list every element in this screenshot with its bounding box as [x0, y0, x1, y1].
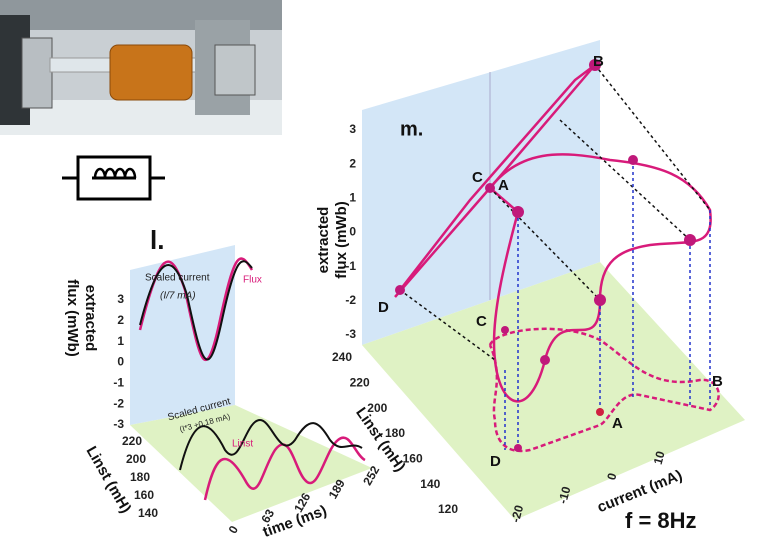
- tick-label: 63: [258, 507, 277, 526]
- tick-label: 10: [651, 449, 668, 466]
- point-label: C: [476, 313, 487, 330]
- annotation: (I/7 mA): [160, 291, 196, 302]
- tick-label: 0: [117, 355, 124, 369]
- tick-label: 180: [130, 470, 150, 484]
- tick-label: 1: [117, 334, 124, 348]
- point-label: B: [712, 373, 723, 390]
- tick-label: 200: [367, 401, 387, 415]
- annotation: Flux: [243, 275, 262, 286]
- flux-curve: [138, 257, 254, 361]
- tick-label: 140: [138, 506, 158, 520]
- tick-label: -1: [113, 376, 124, 390]
- annotation: Linst: [232, 439, 253, 450]
- tick-label: 160: [134, 488, 154, 502]
- point-label: B: [593, 53, 604, 70]
- tick-label: -2: [113, 396, 124, 410]
- point-label: A: [612, 415, 623, 432]
- tick-label: 3: [117, 292, 124, 306]
- flux-loop: [394, 64, 596, 298]
- panel-label: m.: [400, 118, 423, 140]
- tick-label: 180: [385, 426, 405, 440]
- tick-label: 2: [117, 313, 124, 327]
- tick-label: 1: [349, 191, 356, 205]
- current-curve: [139, 260, 253, 361]
- point-label: C: [472, 169, 483, 186]
- tick-label: 3: [349, 122, 356, 136]
- tick-label: 240: [332, 350, 352, 364]
- linst-loop: [488, 327, 720, 453]
- flux-plane: [130, 245, 235, 425]
- tick-label: 0: [604, 471, 619, 481]
- axis-title: extracted: [315, 207, 332, 274]
- axis-title: flux (mWb): [64, 279, 81, 356]
- tick-label: 220: [122, 434, 142, 448]
- markers: [395, 59, 696, 452]
- tick-label: -3: [113, 417, 124, 431]
- tick-label: -3: [345, 327, 356, 341]
- tick-label: 0: [226, 523, 242, 536]
- current-curve-bottom: [179, 418, 363, 471]
- tick-label: 220: [350, 376, 370, 390]
- tick-label: -10: [556, 485, 574, 506]
- inductor-symbol: [62, 155, 165, 201]
- point-label: D: [490, 453, 501, 470]
- point-label: A: [498, 177, 509, 194]
- linst-plane: [130, 405, 372, 522]
- tick-label: -1: [345, 259, 356, 273]
- drop-lines: [504, 160, 711, 450]
- photo: [0, 0, 282, 135]
- tick-label: 120: [438, 502, 458, 516]
- tick-label: 200: [126, 452, 146, 466]
- point-label: D: [378, 299, 389, 316]
- linst-curve: [203, 436, 366, 501]
- tick-label: 2: [349, 156, 356, 170]
- tick-label: 160: [403, 452, 423, 466]
- axis-title: flux (mWb): [333, 201, 350, 278]
- tick-label: -20: [508, 503, 526, 524]
- flux-plane: [362, 40, 600, 345]
- tick-label: 140: [420, 477, 440, 491]
- linst-plane: [362, 262, 745, 520]
- annotation: Scaled current: [145, 273, 210, 284]
- projection-lines: [399, 64, 711, 361]
- panel-label: l.: [150, 225, 164, 255]
- frequency-label: f = 8Hz: [625, 508, 697, 533]
- tick-label: 0: [349, 225, 356, 239]
- axis-title: extracted: [82, 285, 99, 352]
- tick-label: -2: [345, 293, 356, 307]
